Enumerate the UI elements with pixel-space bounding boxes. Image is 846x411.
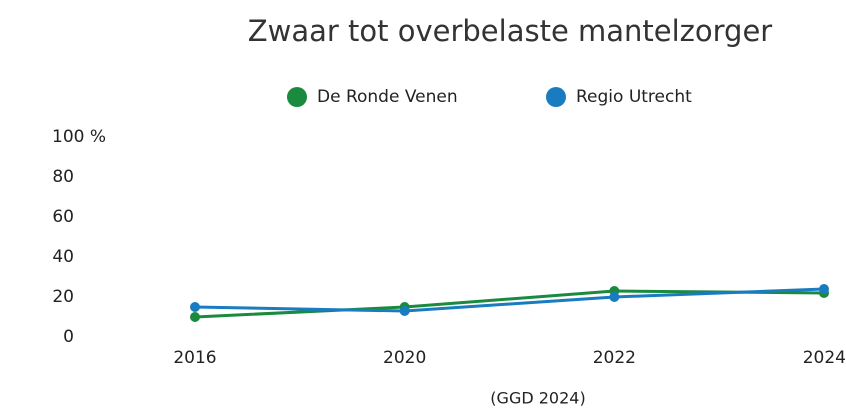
x-tick-label: 2016: [173, 348, 216, 368]
chart-title: Zwaar tot overbelaste mantelzorger: [248, 14, 773, 48]
x-tick-label: 2022: [593, 348, 636, 368]
x-tick-label: 2020: [383, 348, 426, 368]
data-point: [609, 292, 620, 302]
source-note: (GGD 2024): [490, 389, 585, 408]
data-point: [819, 284, 829, 294]
y-tick-label: 60: [52, 207, 74, 227]
legend-marker: [287, 87, 307, 107]
y-tick-label: 40: [52, 247, 74, 267]
series-line: [194, 287, 825, 313]
y-tick-label: 80: [52, 167, 74, 187]
y-tick-label: 20: [52, 287, 74, 307]
legend-label: Regio Utrecht: [576, 87, 692, 107]
data-point: [190, 302, 200, 312]
y-tick-label: 0: [63, 327, 74, 347]
x-tick-label: 2024: [803, 348, 846, 368]
data-point: [399, 306, 410, 316]
y-tick-label: 100 %: [52, 127, 106, 147]
data-point: [190, 312, 200, 322]
legend-label: De Ronde Venen: [317, 87, 458, 107]
legend-marker: [546, 87, 566, 107]
